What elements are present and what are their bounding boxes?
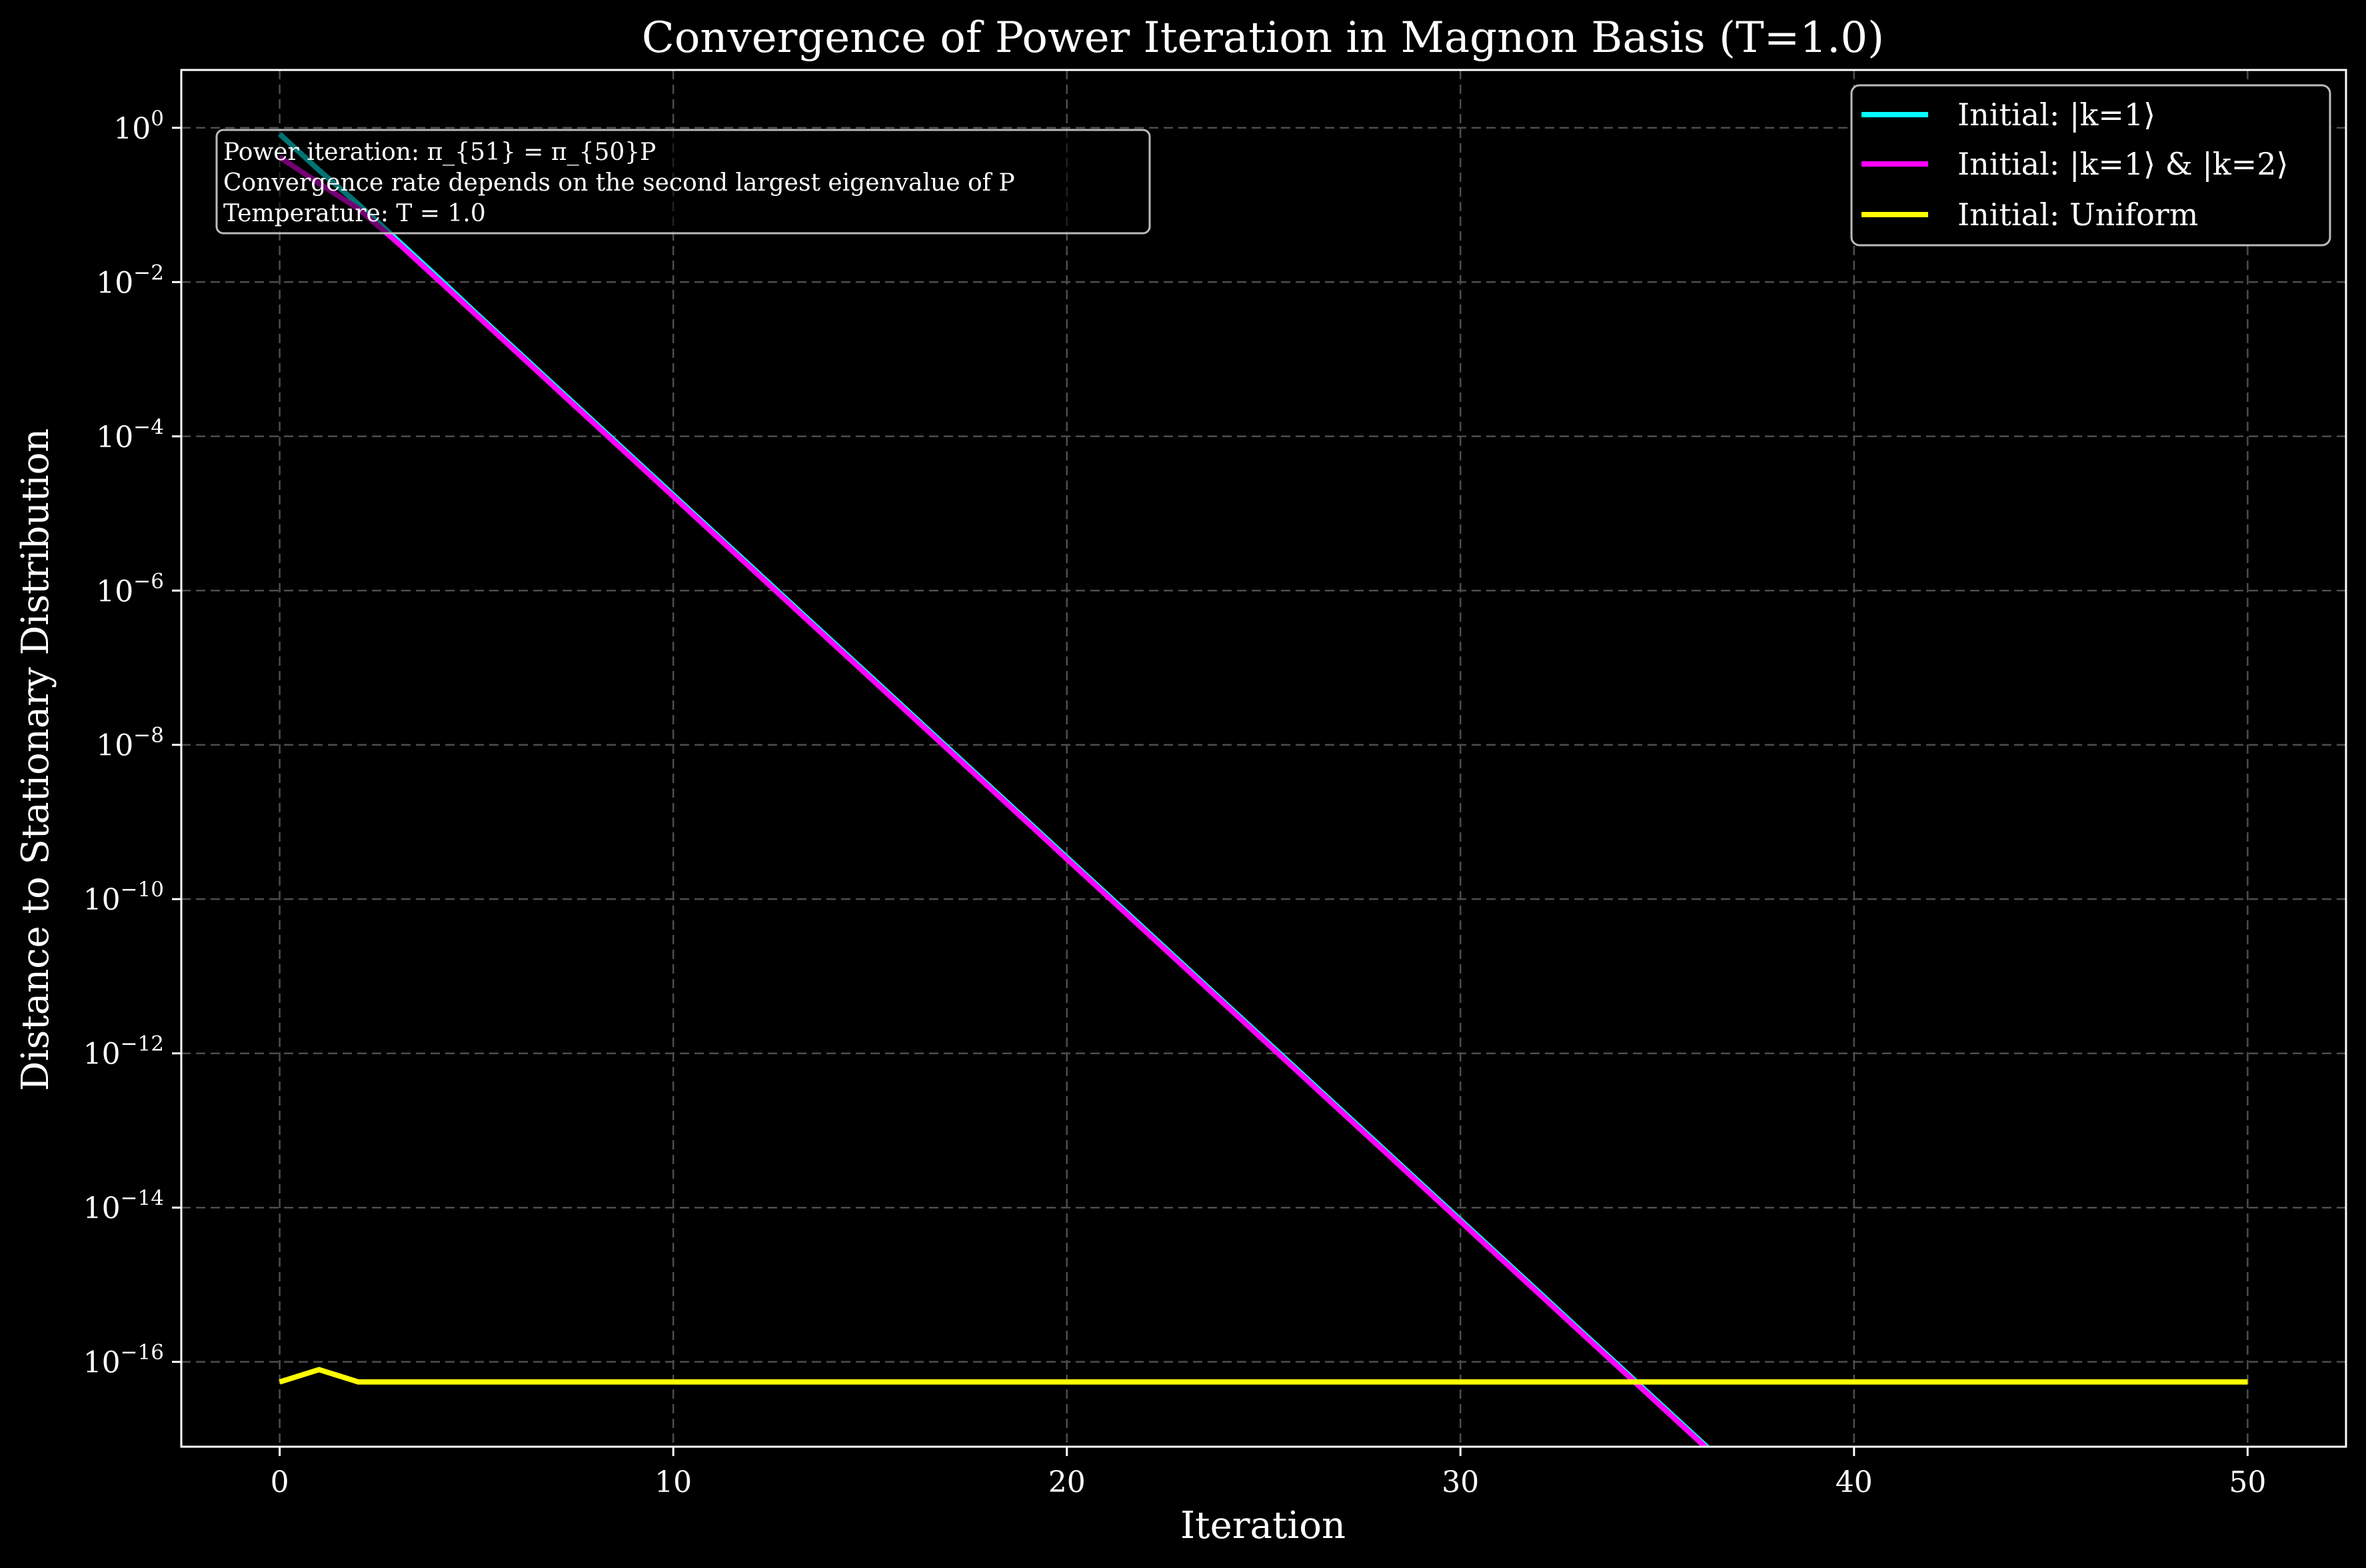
x-tick-label: 30 [1442,1465,1479,1499]
x-tick-label: 0 [271,1465,289,1499]
legend-label-uniform: Initial: Uniform [1957,197,2198,233]
y-tick-label: 10−4 [96,415,164,454]
annotation-line-2: Convergence rate depends on the second l… [223,169,1015,197]
x-tick-label: 40 [1835,1465,1873,1499]
legend-label-k1-k2: Initial: |k=1⟩ & |k=2⟩ [1957,146,2288,182]
chart-title: Convergence of Power Iteration in Magnon… [642,13,1884,63]
y-tick-label: 10−8 [96,724,164,763]
series-layer [277,132,2248,1447]
y-tick-label: 10−2 [96,261,164,300]
annotation-line-1: Power iteration: π_{51} = π_{50}P [223,139,656,166]
y-tick-label: 10−16 [83,1341,164,1380]
series-line-uniform [279,1367,2248,1385]
legend-label-k1: Initial: |k=1⟩ [1957,97,2155,133]
y-axis-ticks: 100 10−2 10−4 10−6 10−8 10−10 10−12 10−14 10−16 [83,107,181,1380]
x-axis-label: Iteration [1180,1504,1346,1547]
annotation-line-3: Temperature: T = 1.0 [223,200,486,227]
x-axis-ticks: 0 10 20 30 40 50 [271,1447,2266,1499]
annotation-box: Power iteration: π_{51} = π_{50}P Conver… [215,129,1151,235]
annotation-background [215,129,1151,235]
y-tick-label: 10−10 [83,878,164,917]
series-line-k1-k2 [278,155,1710,1447]
y-tick-label: 10−6 [96,569,164,608]
y-tick-label: 10−12 [83,1032,164,1072]
legend: Initial: |k=1⟩ Initial: |k=1⟩ & |k=2⟩ In… [1850,84,2331,247]
x-tick-label: 50 [2229,1465,2266,1499]
plot-frame [180,69,2347,1448]
x-tick-label: 10 [654,1465,692,1499]
x-tick-label: 20 [1048,1465,1086,1499]
legend-frame [1850,84,2331,247]
y-tick-label: 10−14 [83,1186,164,1225]
y-tick-label: 100 [113,107,164,146]
y-axis-label: Distance to Stationary Distribution [14,428,57,1092]
